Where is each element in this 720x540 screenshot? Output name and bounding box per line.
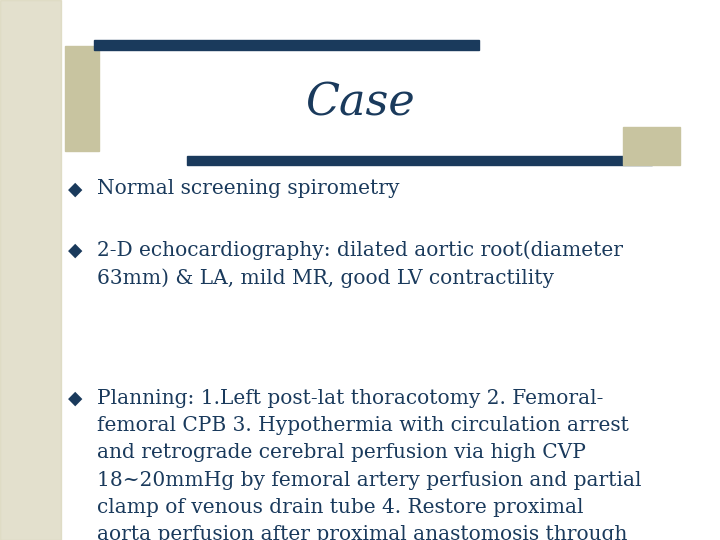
Bar bbox=[65, 46, 99, 151]
Text: Planning: 1.Left post-lat thoracotomy 2. Femoral-
femoral CPB 3. Hypothermia wit: Planning: 1.Left post-lat thoracotomy 2.… bbox=[97, 389, 642, 540]
Bar bbox=[0, 0, 61, 540]
Text: ◆: ◆ bbox=[68, 179, 83, 198]
Text: Normal screening spirometry: Normal screening spirometry bbox=[97, 179, 400, 198]
Bar bbox=[94, 40, 479, 50]
Text: 2-D echocardiography: dilated aortic root(diameter
63mm) & LA, mild MR, good LV : 2-D echocardiography: dilated aortic roo… bbox=[97, 240, 624, 288]
Bar bbox=[623, 127, 680, 165]
Text: ◆: ◆ bbox=[68, 389, 83, 408]
Text: Case: Case bbox=[305, 81, 415, 124]
Bar bbox=[187, 156, 652, 165]
Text: ◆: ◆ bbox=[68, 240, 83, 259]
